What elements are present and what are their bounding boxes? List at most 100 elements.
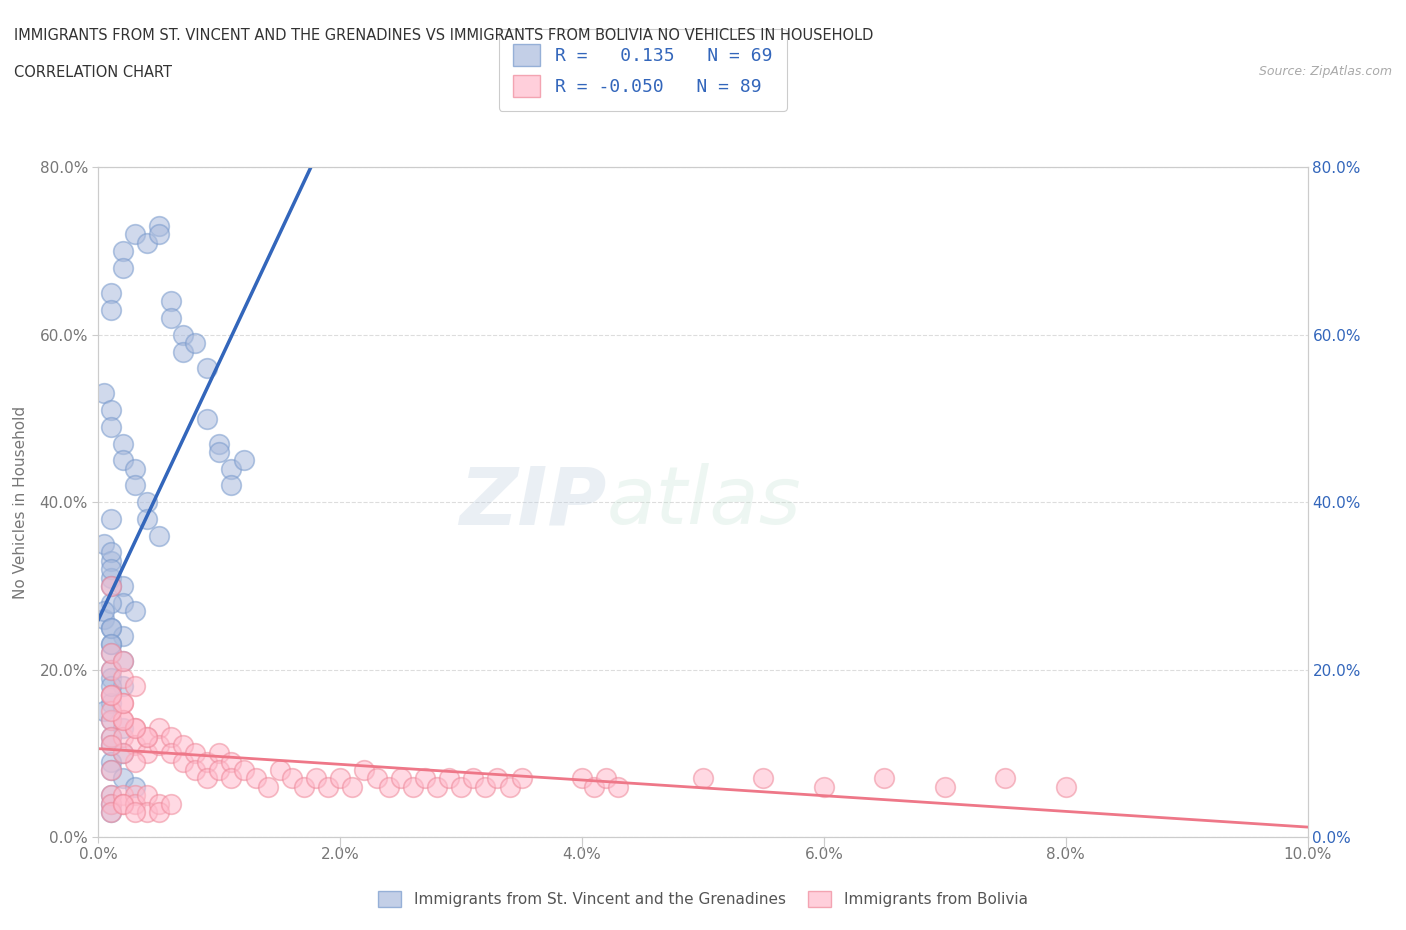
Point bbox=[100, 729, 122, 744]
Point bbox=[100, 662, 122, 677]
Point bbox=[100, 763, 122, 777]
Point bbox=[148, 796, 170, 811]
Point bbox=[1054, 779, 1077, 794]
Point bbox=[111, 796, 134, 811]
Point bbox=[111, 595, 134, 610]
Point bbox=[426, 779, 449, 794]
Point bbox=[100, 754, 122, 769]
Point bbox=[221, 754, 243, 769]
Point bbox=[195, 361, 218, 376]
Point bbox=[172, 327, 194, 342]
Point bbox=[111, 712, 134, 727]
Point bbox=[100, 662, 122, 677]
Point bbox=[195, 754, 218, 769]
Point bbox=[100, 578, 122, 593]
Point bbox=[124, 788, 146, 803]
Point bbox=[135, 804, 157, 819]
Point bbox=[172, 344, 194, 359]
Point bbox=[100, 553, 122, 568]
Point bbox=[148, 721, 170, 736]
Point bbox=[111, 796, 134, 811]
Point bbox=[100, 620, 122, 635]
Point bbox=[353, 763, 375, 777]
Point bbox=[124, 779, 146, 794]
Point bbox=[100, 578, 122, 593]
Point bbox=[245, 771, 267, 786]
Point bbox=[208, 746, 231, 761]
Point bbox=[135, 788, 157, 803]
Point bbox=[100, 687, 122, 702]
Point bbox=[100, 763, 122, 777]
Point bbox=[450, 779, 472, 794]
Point bbox=[100, 302, 122, 317]
Text: atlas: atlas bbox=[606, 463, 801, 541]
Text: IMMIGRANTS FROM ST. VINCENT AND THE GRENADINES VS IMMIGRANTS FROM BOLIVIA NO VEH: IMMIGRANTS FROM ST. VINCENT AND THE GREN… bbox=[14, 28, 873, 43]
Point bbox=[402, 779, 425, 794]
Point bbox=[100, 729, 122, 744]
Point bbox=[184, 336, 207, 351]
Point bbox=[124, 461, 146, 476]
Point bbox=[160, 746, 183, 761]
Point bbox=[232, 763, 254, 777]
Point bbox=[595, 771, 617, 786]
Point bbox=[329, 771, 352, 786]
Point bbox=[510, 771, 533, 786]
Point bbox=[184, 763, 207, 777]
Point bbox=[100, 696, 122, 711]
Point bbox=[111, 712, 134, 727]
Point bbox=[93, 704, 115, 719]
Point bbox=[124, 721, 146, 736]
Point bbox=[195, 771, 218, 786]
Point bbox=[135, 512, 157, 526]
Point bbox=[208, 763, 231, 777]
Point bbox=[100, 796, 122, 811]
Point bbox=[111, 578, 134, 593]
Point bbox=[100, 737, 122, 752]
Point bbox=[135, 729, 157, 744]
Point bbox=[100, 645, 122, 660]
Point bbox=[195, 411, 218, 426]
Point bbox=[160, 311, 183, 325]
Text: ZIP: ZIP bbox=[458, 463, 606, 541]
Point bbox=[124, 754, 146, 769]
Point bbox=[208, 436, 231, 451]
Point bbox=[873, 771, 896, 786]
Point bbox=[100, 687, 122, 702]
Point bbox=[100, 712, 122, 727]
Point bbox=[100, 545, 122, 560]
Point bbox=[100, 570, 122, 585]
Point bbox=[366, 771, 388, 786]
Point bbox=[100, 637, 122, 652]
Y-axis label: No Vehicles in Household: No Vehicles in Household bbox=[14, 405, 28, 599]
Point bbox=[583, 779, 606, 794]
Legend: Immigrants from St. Vincent and the Grenadines, Immigrants from Bolivia: Immigrants from St. Vincent and the Gren… bbox=[373, 884, 1033, 913]
Point bbox=[100, 671, 122, 685]
Point bbox=[813, 779, 835, 794]
Point bbox=[111, 260, 134, 275]
Point bbox=[111, 788, 134, 803]
Point bbox=[124, 804, 146, 819]
Point bbox=[111, 746, 134, 761]
Point bbox=[160, 796, 183, 811]
Point bbox=[607, 779, 630, 794]
Point bbox=[342, 779, 364, 794]
Point bbox=[111, 244, 134, 259]
Point bbox=[148, 528, 170, 543]
Point bbox=[221, 478, 243, 493]
Point bbox=[135, 235, 157, 250]
Point bbox=[100, 804, 122, 819]
Point bbox=[111, 696, 134, 711]
Point bbox=[93, 386, 115, 401]
Point bbox=[316, 779, 339, 794]
Point bbox=[124, 721, 146, 736]
Point bbox=[256, 779, 278, 794]
Point bbox=[93, 604, 115, 618]
Point bbox=[208, 445, 231, 459]
Point bbox=[305, 771, 328, 786]
Point bbox=[111, 679, 134, 694]
Point bbox=[124, 796, 146, 811]
Point bbox=[93, 612, 115, 627]
Point bbox=[281, 771, 304, 786]
Point bbox=[124, 604, 146, 618]
Point bbox=[752, 771, 775, 786]
